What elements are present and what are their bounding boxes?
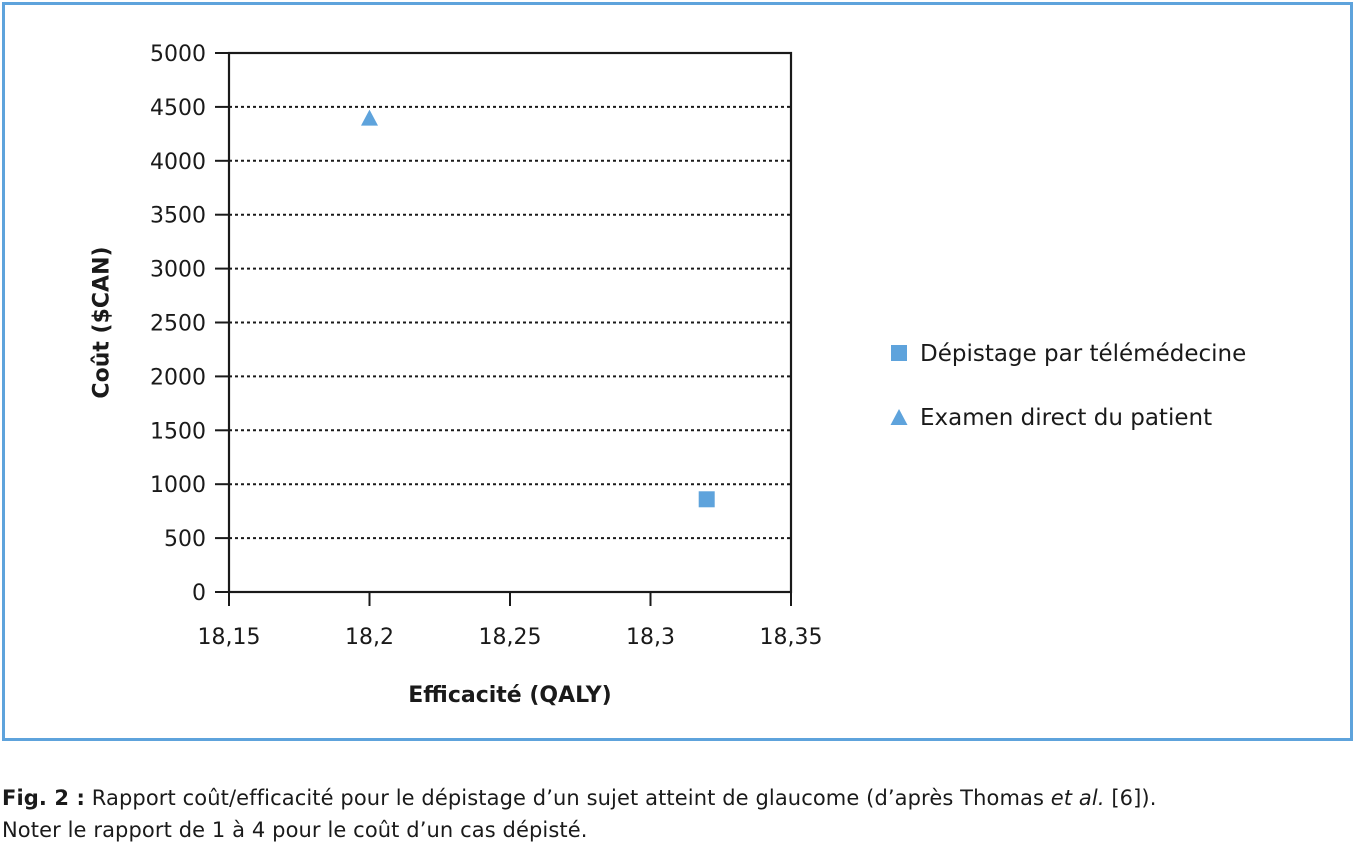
y-axis-ticks: 0 500 1000 1500 2000 2500 3000 3500 4000 4500 5000 [150, 42, 229, 606]
caption-text-italic: et al. [1050, 786, 1105, 810]
x-axis-ticks: 18,15 18,2 18,25 18,3 18,35 [198, 592, 823, 650]
figure-caption: Fig. 2 : Rapport coût/efficacité pour le… [2, 782, 1352, 846]
legend-item: Dépistage par télémédecine [891, 341, 1246, 367]
caption-line-2: Noter le rapport de 1 à 4 pour le coût d… [2, 818, 588, 842]
caption-label: Fig. 2 : [2, 786, 85, 810]
y-tick-label: 3000 [150, 258, 206, 283]
y-tick-label: 0 [192, 581, 206, 606]
y-tick-label: 3500 [150, 204, 206, 229]
figure-frame [2, 2, 1353, 741]
x-tick-label: 18,3 [626, 625, 675, 650]
legend-label: Dépistage par télémédecine [920, 341, 1246, 367]
y-tick-label: 1500 [150, 419, 206, 444]
legend-square-icon [891, 345, 907, 361]
legend: Dépistage par télémédecine Examen direct … [890, 341, 1246, 431]
y-tick-label: 2000 [150, 365, 206, 390]
y-tick-label: 500 [164, 527, 206, 552]
x-tick-label: 18,35 [760, 625, 823, 650]
square-data-point [698, 491, 715, 508]
legend-triangle-icon [890, 409, 908, 425]
x-axis-title: Efficacité (QALY) [408, 683, 612, 708]
caption-text-part1: Rapport coût/efficacité pour le dépistag… [85, 786, 1051, 810]
y-tick-label: 5000 [150, 42, 206, 67]
y-tick-label: 2500 [150, 312, 206, 337]
gridlines [229, 105, 791, 540]
y-tick-label: 4000 [150, 150, 206, 175]
legend-label: Examen direct du patient [920, 405, 1212, 431]
y-axis-title: Coût ($CAN) [90, 246, 115, 398]
y-tick-label: 1000 [150, 473, 206, 498]
x-tick-label: 18,15 [198, 625, 261, 650]
triangle-data-point [361, 109, 378, 126]
data-points [361, 109, 715, 508]
y-tick-label: 4500 [150, 96, 206, 121]
legend-item: Examen direct du patient [890, 405, 1212, 431]
x-tick-label: 18,2 [345, 625, 394, 650]
scatter-chart: 18,15 18,2 18,25 18,3 18,35 0 500 1000 1500 2000… [90, 42, 1247, 708]
x-tick-label: 18,25 [479, 625, 542, 650]
caption-text-part2: [6]). [1104, 786, 1157, 810]
